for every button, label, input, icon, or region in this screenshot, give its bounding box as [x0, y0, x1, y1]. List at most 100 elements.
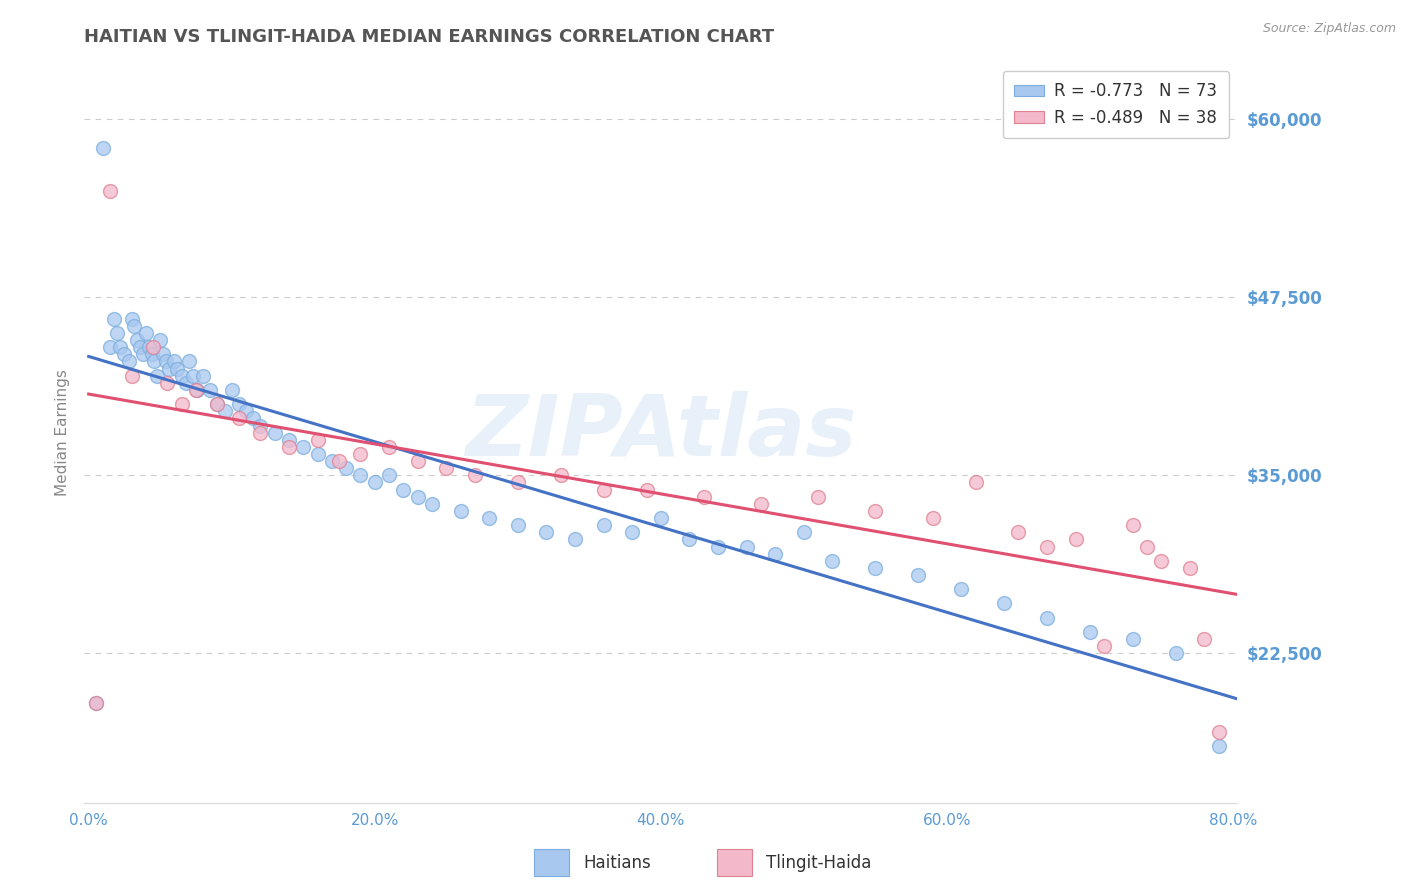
Point [124, 318, 146, 333]
Y-axis label: Median Earnings: Median Earnings [55, 369, 70, 496]
Point [228, 411, 250, 425]
Point [807, 490, 830, 504]
Text: Tlingit-Haida: Tlingit-Haida [766, 854, 872, 871]
Point [98, 184, 121, 198]
Point [141, 347, 163, 361]
Point [1036, 540, 1059, 554]
Point [749, 497, 772, 511]
Point [1092, 639, 1115, 653]
Text: ZIPAtlas: ZIPAtlas [465, 391, 856, 475]
Point [1007, 525, 1029, 540]
Point [406, 490, 429, 504]
Point [307, 447, 329, 461]
Point [678, 533, 700, 547]
Point [907, 568, 929, 582]
Point [1208, 739, 1230, 753]
Point [478, 511, 501, 525]
Point [1208, 724, 1230, 739]
Point [464, 468, 486, 483]
Point [103, 311, 125, 326]
Point [1036, 611, 1059, 625]
Point [263, 425, 285, 440]
Point [177, 354, 200, 368]
Point [1122, 518, 1144, 533]
Legend: R = -0.773   N = 73, R = -0.489   N = 38: R = -0.773 N = 73, R = -0.489 N = 38 [1002, 70, 1229, 138]
Point [650, 511, 672, 525]
Point [592, 483, 614, 497]
Point [506, 518, 529, 533]
FancyBboxPatch shape [534, 849, 569, 876]
Point [277, 440, 299, 454]
Point [121, 368, 143, 383]
Point [184, 383, 207, 397]
Point [129, 340, 152, 354]
Point [378, 440, 401, 454]
Point [406, 454, 429, 468]
Point [693, 490, 716, 504]
Point [821, 554, 844, 568]
Point [170, 368, 193, 383]
Point [132, 347, 155, 361]
Point [707, 540, 730, 554]
Point [434, 461, 457, 475]
Point [112, 347, 135, 361]
Point [228, 397, 250, 411]
Point [349, 447, 371, 461]
Point [392, 483, 415, 497]
Point [121, 311, 143, 326]
Point [221, 383, 243, 397]
Point [550, 468, 572, 483]
Point [1078, 624, 1101, 639]
Point [1150, 554, 1173, 568]
Point [1178, 561, 1201, 575]
Point [105, 326, 128, 340]
Point [98, 340, 121, 354]
Point [277, 433, 299, 447]
Point [335, 461, 357, 475]
Text: Source: ZipAtlas.com: Source: ZipAtlas.com [1263, 22, 1396, 36]
Point [157, 361, 180, 376]
Point [349, 468, 371, 483]
Point [636, 483, 658, 497]
Point [249, 418, 271, 433]
Point [163, 354, 186, 368]
Point [1122, 632, 1144, 646]
Point [242, 411, 264, 425]
Point [91, 141, 114, 155]
Point [378, 468, 401, 483]
Point [536, 525, 558, 540]
Point [191, 368, 214, 383]
Point [865, 561, 887, 575]
Point [135, 326, 157, 340]
Point [506, 475, 529, 490]
Point [118, 354, 141, 368]
Point [214, 404, 236, 418]
Point [1064, 533, 1087, 547]
Text: HAITIAN VS TLINGIT-HAIDA MEDIAN EARNINGS CORRELATION CHART: HAITIAN VS TLINGIT-HAIDA MEDIAN EARNINGS… [84, 28, 775, 45]
Point [127, 333, 149, 347]
Point [143, 354, 166, 368]
Point [1164, 646, 1187, 660]
Text: Haitians: Haitians [583, 854, 651, 871]
Point [307, 433, 329, 447]
Point [174, 376, 197, 390]
Point [186, 383, 208, 397]
Point [156, 376, 179, 390]
Point [950, 582, 973, 597]
Point [138, 340, 160, 354]
Point [993, 597, 1015, 611]
Point [1194, 632, 1216, 646]
Point [1136, 540, 1159, 554]
Point [364, 475, 387, 490]
Point [621, 525, 644, 540]
Point [420, 497, 443, 511]
Point [328, 454, 350, 468]
Point [166, 361, 188, 376]
Point [965, 475, 987, 490]
Point [592, 518, 614, 533]
Point [763, 547, 786, 561]
Point [207, 397, 229, 411]
Point [84, 696, 107, 710]
Point [450, 504, 472, 518]
FancyBboxPatch shape [717, 849, 752, 876]
